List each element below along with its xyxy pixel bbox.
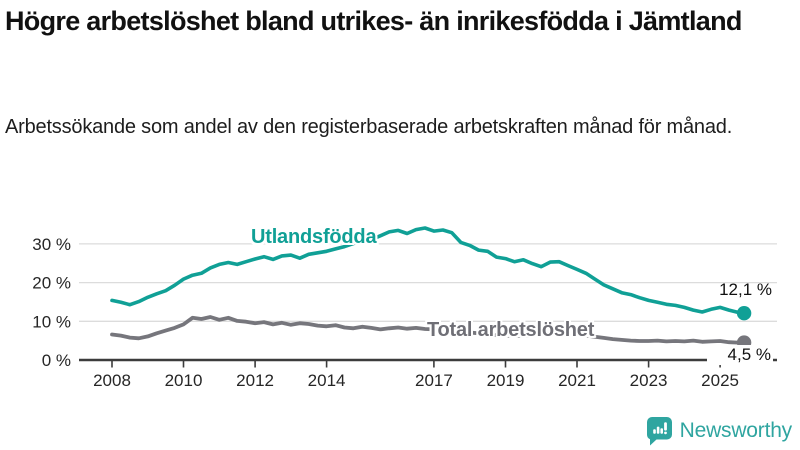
- exclamation-bar: [663, 421, 667, 431]
- end-value-total-arbetsloshet: 4,5 %: [707, 345, 773, 365]
- brand-name: Newsworthy: [679, 419, 793, 442]
- series-label-total-arbetsloshet: Total arbetslöshet: [427, 319, 595, 341]
- x-tick-label: 2012: [236, 371, 274, 390]
- y-tick-label: 20 %: [32, 274, 71, 293]
- y-tick-label: 30 %: [32, 235, 71, 254]
- series-label-utlandsfodda: Utlandsfödda: [251, 226, 377, 248]
- bar-small: [652, 428, 656, 434]
- x-tick-label: 2019: [487, 371, 525, 390]
- bar-medium: [656, 426, 660, 434]
- x-tick-label: 2010: [165, 371, 203, 390]
- series-line-total-arbetsloshet: [110, 315, 746, 345]
- newsworthy-logo: Newsworthy: [646, 414, 792, 448]
- y-tick-label: 10 %: [32, 312, 71, 331]
- bar-tall: [660, 427, 663, 434]
- chart-title: Högre arbetslöshet bland utrikes- än inr…: [5, 6, 742, 36]
- exclamation-dot: [663, 431, 667, 434]
- x-tick-label: 2021: [558, 371, 596, 390]
- end-value-utlandsfodda: 12,1 %: [719, 280, 772, 299]
- end-dot-utlandsfodda: [736, 306, 752, 321]
- chart-subtitle: Arbetssökande som andel av den registerb…: [5, 116, 733, 138]
- y-tick-label: 0 %: [42, 351, 71, 370]
- x-tick-label: 2023: [630, 371, 668, 390]
- speech-bubble-shape: [646, 416, 672, 445]
- x-tick-label: 2017: [415, 371, 453, 390]
- newsworthy-bubble-chart-icon: [646, 416, 672, 445]
- x-tick-label: 2008: [93, 371, 131, 390]
- x-tick-label: 2025: [701, 371, 739, 390]
- series-line-utlandsfodda: [110, 226, 746, 316]
- x-tick-label: 2014: [308, 371, 346, 390]
